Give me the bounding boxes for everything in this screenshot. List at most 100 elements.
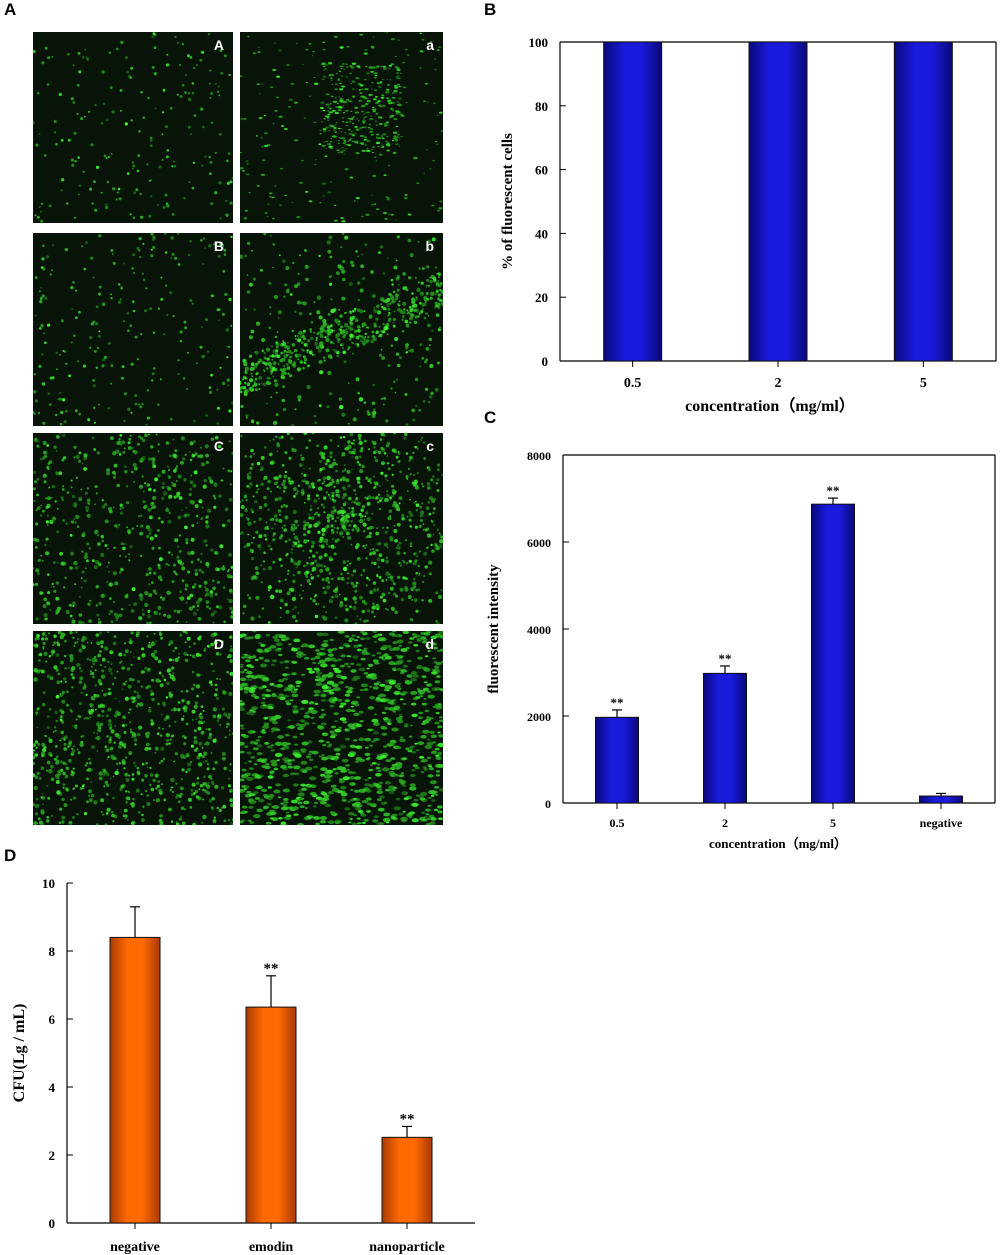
cell-dot (154, 534, 158, 538)
cell-dot (62, 433, 66, 437)
cell-dot (123, 682, 127, 686)
cell-dot (353, 439, 355, 442)
cell-dot (212, 621, 215, 624)
cell-dot (348, 524, 352, 527)
cell-dot (347, 444, 352, 450)
cell-dot (151, 66, 155, 69)
cell-dot (151, 372, 155, 376)
cell-dot (272, 375, 275, 378)
cell-dot (392, 96, 396, 99)
cell-dot (371, 152, 375, 154)
cell-dot (360, 573, 363, 577)
cell-dot (290, 772, 296, 776)
cell-dot (326, 405, 330, 409)
cell-dot (288, 359, 293, 364)
cell-dot (58, 433, 61, 435)
cell-dot (304, 362, 307, 365)
cell-dot (319, 816, 327, 820)
cell-dot (279, 487, 282, 490)
cell-dot (393, 524, 396, 527)
cell-dot (86, 559, 89, 563)
cell-dot (276, 684, 283, 688)
cell-dot (360, 637, 365, 641)
cell-dot (138, 403, 140, 406)
cell-dot (410, 677, 417, 682)
cell-dot (245, 499, 248, 502)
cell-dot (359, 469, 364, 474)
cell-dot (33, 373, 36, 376)
cell-dot (35, 538, 40, 543)
cell-dot (296, 823, 305, 825)
cell-dot (280, 435, 284, 439)
cell-dot (262, 159, 266, 162)
cell-dot (294, 606, 297, 609)
cell-dot (302, 301, 307, 306)
cell-dot (185, 74, 187, 77)
cell-dot (405, 539, 408, 542)
cell-dot (434, 292, 437, 296)
cell-dot (296, 562, 301, 566)
cell-dot (411, 408, 416, 413)
cell-dot (395, 112, 399, 115)
cell-dot (332, 348, 334, 351)
cell-dot (358, 437, 361, 440)
cell-dot (269, 811, 277, 816)
cell-dot (33, 785, 38, 791)
cell-dot (437, 742, 443, 748)
cell-dot (319, 539, 323, 543)
cell-dot (395, 504, 399, 508)
cell-dot (210, 437, 214, 441)
cell-dot (106, 783, 110, 787)
cell-dot (51, 269, 54, 272)
cell-dot (78, 412, 81, 416)
cell-dot (279, 661, 284, 664)
cell-dot (186, 636, 191, 641)
micrograph-texture (33, 631, 233, 825)
cell-dot (82, 56, 85, 59)
cell-dot (255, 571, 260, 576)
cell-dot (348, 528, 350, 531)
cell-dot (84, 505, 90, 511)
cell-dot (269, 306, 272, 309)
cell-dot (338, 70, 341, 72)
cell-dot (75, 566, 79, 570)
cell-dot (318, 715, 325, 719)
cell-dot (296, 654, 303, 659)
cell-dot (205, 727, 208, 731)
cell-dot (78, 648, 83, 653)
cell-dot (179, 596, 185, 601)
cell-dot (157, 307, 160, 310)
cell-dot (297, 358, 300, 361)
cell-dot (389, 535, 393, 540)
cell-dot (122, 450, 126, 454)
cell-dot (288, 480, 291, 483)
cell-dot (130, 119, 133, 122)
cell-dot (333, 35, 338, 38)
cell-dot (116, 483, 121, 488)
cell-dot (252, 747, 259, 751)
cell-dot (415, 588, 419, 592)
cell-dot (285, 811, 290, 814)
cell-dot (46, 816, 49, 819)
cell-dot (109, 726, 113, 730)
cell-dot (41, 796, 45, 800)
cell-dot (55, 719, 58, 723)
cell-dot (421, 303, 425, 307)
cell-dot (307, 494, 311, 498)
cell-dot (185, 689, 189, 693)
cell-dot (346, 45, 350, 48)
cell-dot (296, 651, 304, 656)
cell-dot (159, 633, 162, 636)
cell-dot (342, 470, 345, 473)
cell-dot (219, 366, 222, 369)
cell-dot (250, 616, 255, 621)
cell-dot (342, 492, 347, 497)
cell-dot (343, 69, 345, 70)
cell-dot (35, 143, 39, 147)
cell-dot (358, 463, 362, 466)
cell-dot (423, 698, 427, 700)
cell-dot (152, 238, 155, 241)
cell-dot (154, 773, 159, 778)
cell-dot (174, 35, 177, 39)
cell-dot (322, 48, 326, 51)
